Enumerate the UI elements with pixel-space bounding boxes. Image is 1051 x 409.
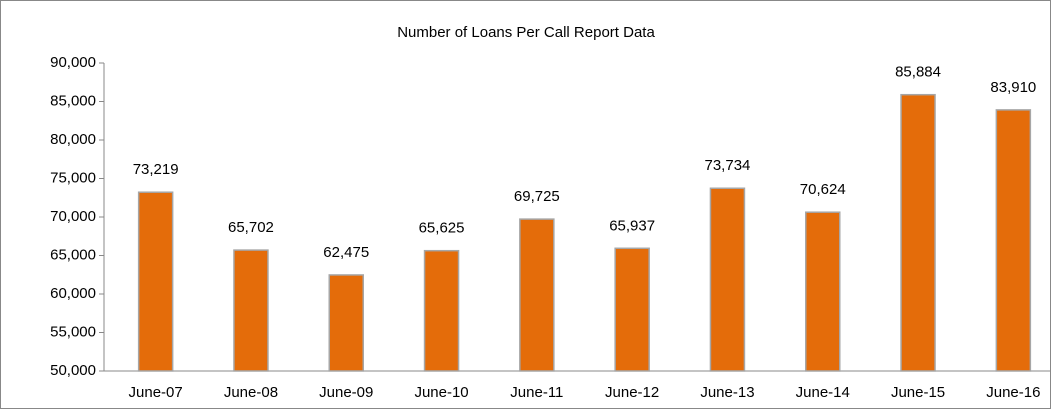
data-label: 65,702 <box>228 219 274 236</box>
x-tick-label: June-11 <box>510 384 563 401</box>
bar <box>995 109 1032 372</box>
bar <box>233 249 269 372</box>
data-label: 65,937 <box>609 217 655 234</box>
data-label: 85,884 <box>895 64 941 81</box>
chart-title: Number of Loans Per Call Report Data <box>397 24 655 41</box>
y-tick-label: 65,000 <box>50 246 96 263</box>
y-tick-label: 55,000 <box>50 323 96 340</box>
y-tick-label: 60,000 <box>50 285 96 302</box>
y-tick-label: 50,000 <box>50 362 96 379</box>
x-tick-label: June-10 <box>414 384 468 401</box>
data-label: 83,910 <box>990 79 1036 96</box>
data-label: 70,624 <box>800 181 846 198</box>
bar <box>614 247 650 372</box>
x-tick-label: June-16 <box>986 384 1040 401</box>
bar <box>423 249 460 372</box>
bar <box>805 211 841 372</box>
data-label: 73,734 <box>705 157 751 174</box>
data-label: 69,725 <box>514 188 560 205</box>
bar <box>519 218 555 372</box>
x-tick-label: June-08 <box>224 384 278 401</box>
y-tick-label: 90,000 <box>50 54 96 71</box>
data-label: 65,625 <box>419 220 465 237</box>
x-tick-label: June-13 <box>700 384 754 401</box>
x-tick-label: June-09 <box>319 384 373 401</box>
bar <box>137 191 174 372</box>
x-tick-label: June-14 <box>796 384 850 401</box>
y-tick-label: 70,000 <box>50 208 96 225</box>
bar <box>328 274 364 372</box>
data-label: 73,219 <box>133 161 179 178</box>
data-label: 62,475 <box>323 244 369 261</box>
x-tick-label: June-15 <box>891 384 945 401</box>
x-tick-label: June-12 <box>605 384 659 401</box>
x-tick-label: June-07 <box>129 384 183 401</box>
y-tick-label: 85,000 <box>50 92 96 109</box>
y-tick-label: 80,000 <box>50 131 96 148</box>
y-tick-label: 75,000 <box>50 169 96 186</box>
bar <box>900 93 936 372</box>
bar <box>709 187 746 372</box>
